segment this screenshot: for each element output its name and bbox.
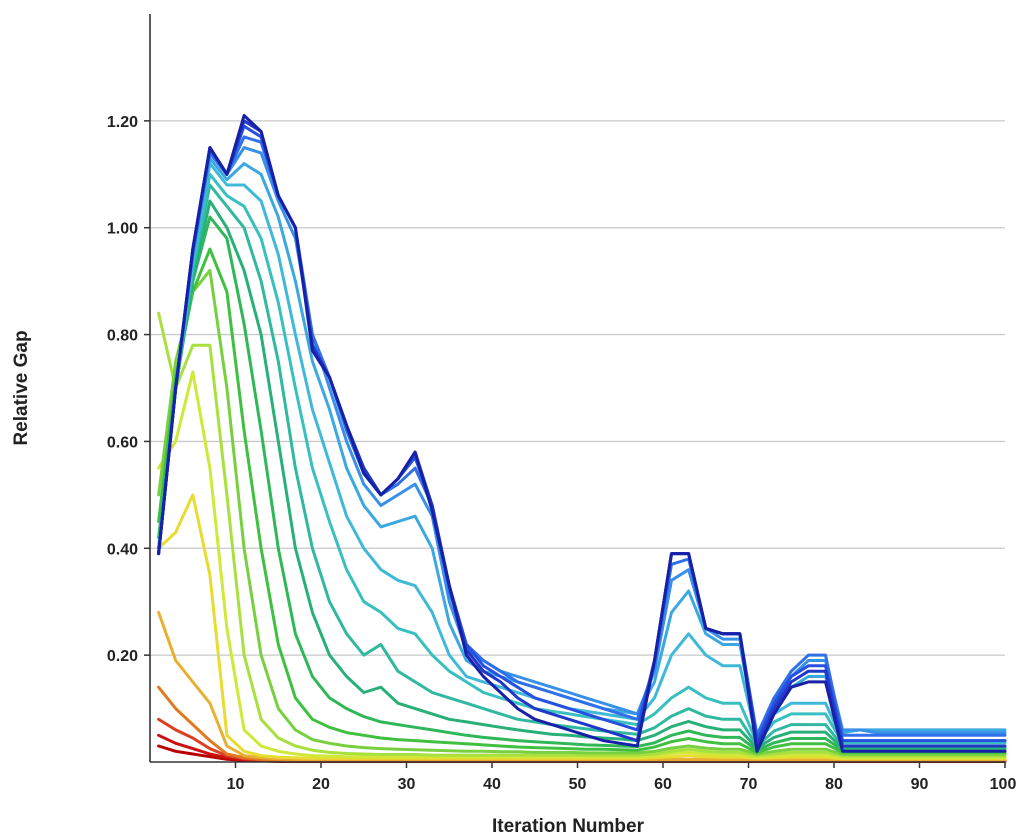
series-line-15	[157, 156, 1007, 740]
series-line-13	[157, 172, 1007, 745]
series-line-20	[157, 114, 1007, 753]
x-tick-label: 30	[398, 776, 416, 793]
y-axis-ticks: 0.20 0.40 0.60 0.80 1.00 1.20	[107, 114, 150, 665]
y-tick-label: 0.60	[107, 434, 138, 451]
x-tick-label: 10	[227, 776, 245, 793]
y-tick-label: 1.20	[107, 114, 138, 131]
y-axis-label: Relative Gap	[11, 330, 32, 445]
series-line-9	[157, 247, 1007, 754]
x-tick-label: 70	[740, 776, 758, 793]
y-tick-label: 0.80	[107, 328, 138, 345]
x-tick-label: 80	[825, 776, 843, 793]
series-line-11	[157, 199, 1007, 750]
series-line-8	[157, 269, 1007, 756]
x-axis-label: Iteration Number	[492, 816, 645, 837]
x-tick-label: 90	[911, 776, 929, 793]
series-lines	[157, 114, 1007, 763]
x-tick-label: 50	[569, 776, 587, 793]
x-tick-label: 20	[312, 776, 330, 793]
series-line-12	[157, 183, 1007, 748]
series-line-14	[157, 162, 1007, 743]
y-tick-label: 1.00	[107, 221, 138, 238]
x-tick-label: 40	[483, 776, 501, 793]
y-tick-label: 0.40	[107, 541, 138, 558]
series-line-6	[157, 370, 1007, 760]
x-axis-ticks: 10 20 30 40 50 60 70 80 90 100	[227, 762, 1017, 793]
x-tick-label: 100	[990, 776, 1017, 793]
series-line-17	[157, 135, 1007, 737]
series-line-7	[157, 311, 1007, 758]
x-tick-label: 60	[654, 776, 672, 793]
y-tick-label: 0.20	[107, 648, 138, 665]
